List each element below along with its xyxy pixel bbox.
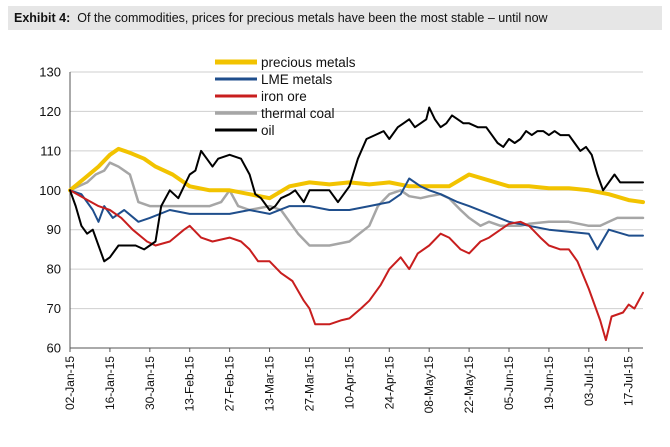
x-tick-label: 22-May-15 (462, 356, 476, 414)
legend-label: LME metals (261, 72, 333, 87)
x-tick-label: 05-Jun-15 (502, 356, 516, 410)
legend: precious metals LME metals iron ore thermal… (215, 55, 356, 138)
series-line-iron-ore (69, 189, 644, 342)
series-lines (68, 106, 645, 342)
series-line-lme-metals (69, 177, 644, 251)
series-line-precious-metals (68, 146, 645, 205)
y-tick-label: 70 (47, 301, 61, 316)
y-tick-label: 60 (47, 341, 61, 356)
exhibit-label: Exhibit 4: (14, 11, 71, 25)
series-line-oil (69, 106, 644, 263)
y-tick-label: 120 (39, 104, 61, 119)
x-tick-label: 27-Mar-15 (302, 356, 316, 412)
x-tick-label: 27-Feb-15 (223, 356, 237, 412)
x-tick-label: 10-Apr-15 (342, 356, 356, 410)
x-tick-label: 30-Jan-15 (143, 356, 157, 410)
legend-label: oil (261, 123, 275, 138)
exhibit-caption: Of the commodities, prices for precious … (77, 11, 548, 25)
x-tick-labels: 02-Jan-15 16-Jan-15 30-Jan-15 13-Feb-15 27-F… (63, 356, 636, 414)
y-tick-label: 130 (39, 65, 61, 80)
x-tick-label: 02-Jan-15 (63, 356, 77, 410)
x-tick-label: 03-Jul-15 (582, 356, 596, 406)
legend-label: precious metals (261, 55, 356, 70)
exhibit-header: Exhibit 4: Of the commodities, prices fo… (8, 6, 662, 30)
series-line-thermal-coal (68, 161, 645, 247)
y-tick-label: 90 (47, 222, 61, 237)
legend-label: thermal coal (261, 106, 335, 121)
y-tick-label: 110 (40, 143, 61, 158)
y-tick-labels: 60 70 80 90 100 110 120 130 (39, 65, 61, 356)
x-tick-label: 13-Feb-15 (183, 356, 197, 412)
x-tick-label: 08-May-15 (422, 356, 436, 414)
x-tick-label: 17-Jul-15 (622, 356, 636, 406)
x-tick-label: 19-Jun-15 (542, 356, 556, 410)
x-tick-label: 24-Apr-15 (382, 356, 396, 410)
y-tick-label: 80 (47, 262, 61, 277)
gridlines (70, 71, 643, 310)
x-tick-label: 13-Mar-15 (263, 356, 277, 412)
legend-label: iron ore (261, 89, 307, 104)
x-tick-label: 16-Jan-15 (103, 356, 117, 410)
y-tick-label: 100 (39, 183, 61, 198)
axes (69, 72, 643, 352)
